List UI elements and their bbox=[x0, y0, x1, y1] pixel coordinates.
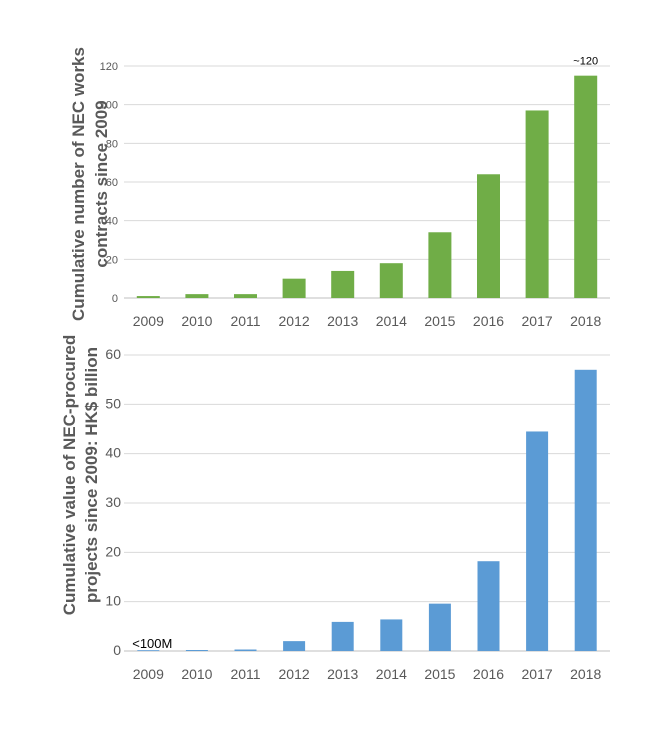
c1-x-tick-label: 2009 bbox=[133, 666, 164, 682]
c1-y-axis-label-line: projects since 2009: HK$ billion bbox=[82, 347, 101, 603]
c0-x-tick-label: 2015 bbox=[424, 313, 455, 329]
c0-bar-2012 bbox=[282, 278, 306, 298]
c1-y-tick-label: 40 bbox=[105, 445, 121, 461]
c0-bar-2013 bbox=[331, 270, 355, 298]
c1-y-tick-label: 0 bbox=[113, 642, 121, 658]
c0-y-tick-label: 60 bbox=[106, 177, 118, 189]
c0-bar-2010 bbox=[185, 294, 209, 298]
c1-annotation: <100M bbox=[132, 636, 172, 651]
c1-bar-2012 bbox=[283, 641, 306, 651]
c1-x-tick-label: 2018 bbox=[570, 666, 601, 682]
c0-bar-2015 bbox=[428, 232, 452, 298]
c0-y-axis-label-line: contracts since 2009 bbox=[92, 100, 111, 267]
c0-bar-2017 bbox=[525, 110, 549, 298]
c1-bar-2010 bbox=[185, 650, 208, 651]
c0-x-tick-label: 2011 bbox=[230, 313, 260, 329]
c1-x-tick-label: 2011 bbox=[230, 666, 260, 682]
c1-bar-2009 bbox=[137, 650, 160, 651]
c0-x-tick-label: 2013 bbox=[327, 313, 358, 329]
c1-y-tick-label: 30 bbox=[105, 494, 121, 510]
c0-y-tick-label: 20 bbox=[106, 254, 118, 266]
c0-x-tick-label: 2012 bbox=[279, 313, 310, 329]
c0-x-tick-label: 2014 bbox=[376, 313, 407, 329]
c1-bar-2014 bbox=[380, 619, 403, 651]
c0-x-tick-label: 2010 bbox=[181, 313, 212, 329]
c1-x-tick-label: 2016 bbox=[473, 666, 504, 682]
c1-y-tick-label: 50 bbox=[105, 395, 121, 411]
c0-y-axis-label-line: Cumulative number of NEC works bbox=[69, 47, 88, 321]
c1-x-tick-label: 2012 bbox=[279, 666, 310, 682]
c1-bar-2017 bbox=[526, 431, 549, 651]
c1-x-tick-label: 2017 bbox=[522, 666, 553, 682]
c1-bar-2018 bbox=[574, 369, 597, 651]
c1-y-tick-label: 20 bbox=[105, 543, 121, 559]
c0-annotation: ~120 bbox=[573, 56, 598, 68]
c0-y-tick-label: 100 bbox=[100, 100, 118, 112]
c0-bar-2018 bbox=[574, 75, 598, 299]
c0-x-tick-label: 2017 bbox=[522, 313, 553, 329]
c1-y-tick-label: 60 bbox=[105, 346, 121, 362]
c1-bar-2015 bbox=[428, 603, 451, 651]
c1-bar-2016 bbox=[477, 561, 500, 651]
contracts-count-chart: 0 20 40 60 80 100 120 2009 2010 2011 2012 2013 2014 2… bbox=[69, 47, 610, 329]
c0-bar-2009 bbox=[136, 296, 160, 298]
c1-bar-2011 bbox=[234, 649, 257, 651]
c0-bar-2016 bbox=[477, 174, 500, 298]
c0-y-axis-label: Cumulative number of NEC works contracts … bbox=[69, 47, 111, 321]
c0-x-tick-label: 2018 bbox=[570, 313, 601, 329]
c1-x-tick-label: 2010 bbox=[181, 666, 212, 682]
c0-x-tick-label: 2009 bbox=[133, 313, 164, 329]
c0-y-tick-label: 40 bbox=[106, 216, 118, 228]
c0-bar-2011 bbox=[234, 294, 257, 298]
c1-x-tick-label: 2014 bbox=[376, 666, 407, 682]
project-value-chart: 0 10 20 30 40 50 60 2009 2010 2011 2012 2013 2014 201… bbox=[60, 335, 610, 682]
c1-y-axis-label: Cumulative value of NEC-procured projects… bbox=[60, 335, 101, 616]
c0-x-tick-label: 2016 bbox=[473, 313, 504, 329]
c1-y-tick-label: 10 bbox=[105, 593, 121, 609]
c0-y-tick-label: 80 bbox=[106, 138, 118, 150]
c1-x-tick-label: 2015 bbox=[424, 666, 455, 682]
c0-bar-2014 bbox=[379, 263, 403, 298]
c0-y-tick-label: 0 bbox=[112, 293, 118, 305]
c0-y-tick-label: 120 bbox=[100, 61, 118, 73]
c1-x-tick-label: 2013 bbox=[327, 666, 358, 682]
c1-y-axis-label-line: Cumulative value of NEC-procured bbox=[60, 335, 79, 616]
c1-bar-2013 bbox=[331, 621, 354, 651]
